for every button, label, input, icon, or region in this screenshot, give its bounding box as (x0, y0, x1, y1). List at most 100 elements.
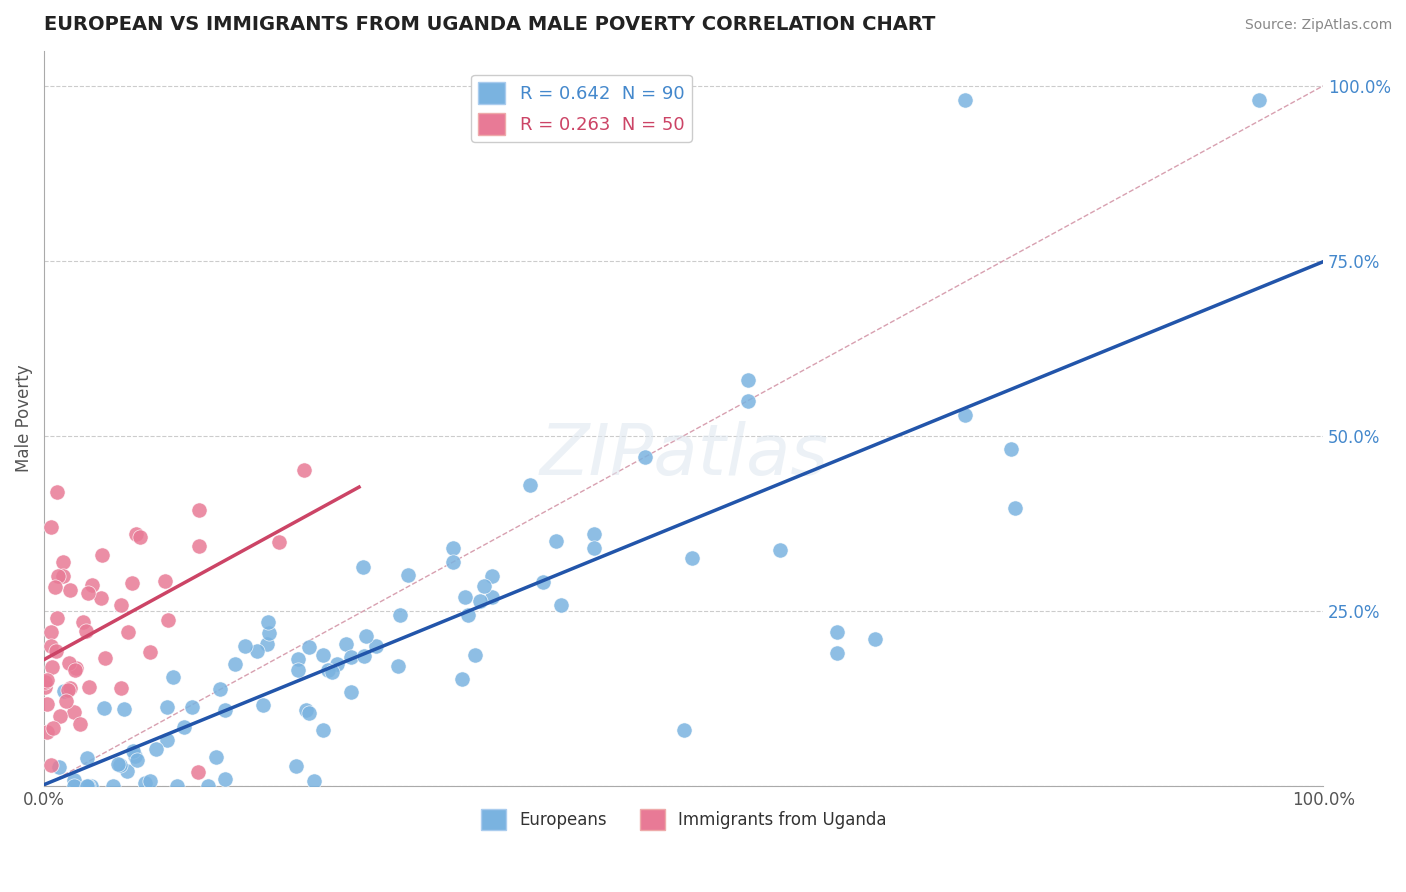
Point (39, 757, 62, 772)
Point (312, 723, 335, 738)
Text: ZIPatlas: ZIPatlas (538, 420, 828, 490)
Point (454, 590, 477, 604)
Point (65, 661, 87, 675)
Point (63, 773, 86, 788)
Point (233, 639, 256, 653)
Point (672, 723, 695, 737)
Point (321, 665, 343, 679)
Point (287, 651, 309, 665)
Point (304, 773, 326, 788)
Point (115, 764, 138, 779)
Point (769, 542, 792, 557)
Point (90, 591, 112, 605)
Point (470, 594, 492, 608)
Point (366, 639, 388, 653)
Point (166, 779, 188, 793)
Point (187, 764, 209, 779)
Point (52, 569, 75, 583)
Point (825, 646, 848, 660)
Point (44, 580, 66, 594)
Point (214, 772, 236, 786)
Point (340, 685, 363, 699)
Point (353, 649, 375, 664)
Point (129, 531, 152, 545)
Point (481, 590, 503, 604)
Point (953, 93, 976, 107)
Point (353, 559, 375, 574)
Point (59, 582, 82, 597)
Point (77, 779, 100, 793)
Point (284, 758, 307, 772)
Point (39, 624, 62, 639)
Point (35, 725, 58, 739)
Text: Source: ZipAtlas.com: Source: ZipAtlas.com (1244, 18, 1392, 32)
Point (52, 555, 75, 569)
Point (48, 569, 70, 583)
Point (354, 629, 377, 643)
Point (34, 680, 56, 694)
Point (79, 779, 101, 793)
Point (156, 733, 179, 747)
Point (107, 756, 129, 771)
Point (59, 681, 82, 696)
Point (953, 408, 976, 422)
Point (39, 639, 62, 653)
Point (121, 576, 143, 591)
Point (441, 541, 464, 555)
Point (550, 598, 572, 612)
Point (93, 701, 115, 715)
Point (65, 663, 87, 677)
Legend: Europeans, Immigrants from Uganda: Europeans, Immigrants from Uganda (474, 803, 893, 836)
Point (252, 698, 274, 712)
Point (134, 776, 156, 790)
Point (63, 705, 86, 719)
Point (49, 708, 72, 723)
Point (295, 703, 318, 717)
Point (681, 551, 703, 566)
Point (298, 640, 321, 654)
Point (326, 657, 349, 671)
Point (110, 681, 132, 695)
Point (481, 569, 503, 583)
Point (63, 779, 86, 793)
Point (34, 675, 56, 690)
Point (214, 703, 236, 717)
Point (79, 680, 101, 694)
Point (35, 697, 58, 711)
Point (145, 742, 167, 756)
Point (1004, 501, 1026, 516)
Point (110, 758, 132, 772)
Point (45, 643, 67, 657)
Point (457, 607, 479, 622)
Point (53, 684, 76, 698)
Point (531, 574, 554, 589)
Point (259, 626, 281, 640)
Point (387, 659, 409, 673)
Point (125, 527, 148, 541)
Point (82, 578, 104, 592)
Point (737, 373, 759, 387)
Point (335, 636, 357, 650)
Y-axis label: Male Poverty: Male Poverty (15, 365, 32, 472)
Point (292, 463, 315, 477)
Point (450, 672, 472, 686)
Point (583, 526, 606, 541)
Point (156, 613, 179, 627)
Point (205, 749, 228, 764)
Point (35, 673, 58, 687)
Point (396, 567, 419, 582)
Point (76, 751, 98, 765)
Point (544, 533, 567, 548)
Point (110, 598, 132, 612)
Point (316, 663, 339, 677)
Point (188, 539, 211, 553)
Point (139, 773, 162, 788)
Point (42, 721, 65, 735)
Point (583, 541, 606, 555)
Point (76, 779, 98, 793)
Text: EUROPEAN VS IMMIGRANTS FROM UGANDA MALE POVERTY CORRELATION CHART: EUROPEAN VS IMMIGRANTS FROM UGANDA MALE … (44, 15, 935, 34)
Point (865, 632, 887, 646)
Point (197, 779, 219, 793)
Point (101, 779, 124, 793)
Point (77, 586, 100, 600)
